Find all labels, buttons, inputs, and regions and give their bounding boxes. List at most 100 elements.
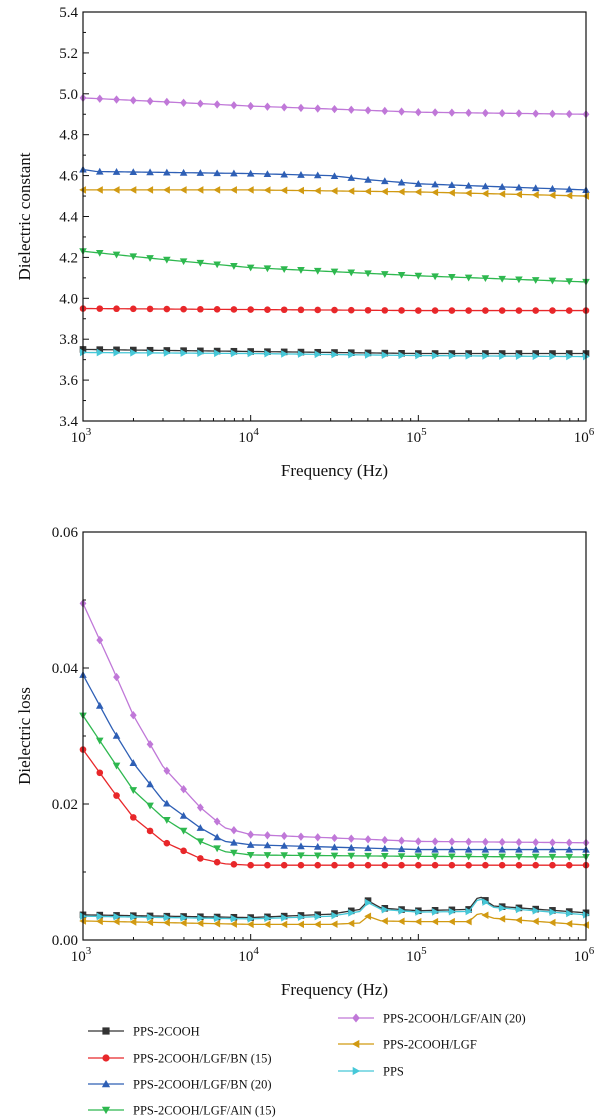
data-point (264, 914, 272, 923)
data-point (113, 95, 120, 104)
data-point (498, 275, 506, 283)
data-point (481, 837, 489, 847)
data-point (246, 186, 254, 194)
data-point (347, 919, 355, 928)
data-point (112, 251, 121, 259)
data-point (314, 306, 322, 314)
data-point (415, 908, 423, 916)
data-point (163, 168, 171, 176)
data-point (179, 168, 188, 176)
data-point (549, 352, 557, 361)
x-tick-exponent: 5 (421, 426, 427, 438)
data-point (112, 917, 120, 926)
data-point (331, 306, 338, 314)
data-point (532, 838, 540, 847)
data-point (498, 307, 506, 314)
data-point (280, 920, 288, 929)
data-point (246, 851, 255, 859)
data-point (432, 351, 439, 360)
data-point (347, 174, 356, 181)
data-point (246, 920, 254, 929)
data-point (448, 307, 456, 314)
data-point (163, 347, 171, 354)
data-point (414, 272, 423, 280)
data-point (364, 187, 372, 196)
data-point (448, 188, 455, 197)
data-point (129, 96, 137, 105)
data-point (247, 861, 254, 869)
data-point (364, 835, 372, 844)
data-point (146, 305, 154, 313)
data-point (531, 853, 540, 861)
data-point (196, 99, 204, 108)
data-point (246, 264, 255, 272)
data-point (112, 762, 121, 770)
data-point (129, 918, 137, 926)
legend-label: PPS-2COOH/LGF (383, 1038, 477, 1052)
data-point (280, 186, 288, 195)
legend-entry-1: PPS-2COOH (88, 1025, 200, 1039)
legend-entry-5: PPS-2COOH/LGF/AlN (20) (338, 1012, 526, 1026)
data-point (130, 913, 138, 921)
data-point (197, 855, 204, 862)
legend-marker (101, 1079, 111, 1088)
data-point (230, 186, 237, 194)
data-point (230, 347, 238, 355)
series-2 (79, 746, 590, 869)
plot-frame (82, 531, 587, 941)
data-point (147, 349, 154, 357)
data-point (96, 346, 104, 353)
data-point (364, 912, 372, 921)
data-point (549, 350, 556, 357)
data-point (548, 277, 557, 285)
series-7 (79, 898, 590, 923)
data-point (112, 167, 121, 175)
data-point (431, 917, 439, 926)
data-point (246, 841, 255, 848)
data-point (96, 348, 104, 357)
data-point (146, 827, 154, 835)
data-point (481, 108, 489, 118)
data-point (179, 811, 188, 819)
data-point (129, 787, 138, 794)
x-tick-label: 106 (574, 426, 595, 446)
data-point (515, 352, 523, 360)
data-point (347, 861, 355, 869)
data-point (464, 845, 473, 853)
data-point (163, 766, 171, 775)
data-point (130, 346, 137, 354)
data-point (397, 178, 406, 186)
x-tick-exponent: 3 (86, 945, 92, 957)
data-point (414, 108, 422, 117)
data-point (465, 108, 473, 117)
data-point (197, 305, 204, 313)
x-tick-label: 105 (406, 945, 427, 965)
legend-entry-2: PPS-2COOH/LGF/BN (15) (88, 1052, 272, 1066)
data-point (482, 307, 489, 314)
legend-marker (352, 1066, 361, 1076)
data-point (565, 861, 573, 869)
data-point (146, 346, 154, 354)
data-point (331, 911, 339, 920)
x-tick-label: 104 (238, 945, 259, 965)
data-point (281, 913, 288, 922)
data-point (163, 305, 171, 313)
data-point (180, 847, 187, 855)
data-point (431, 853, 439, 861)
x-tick-label: 105 (406, 426, 427, 446)
data-point (163, 97, 171, 107)
data-point (398, 836, 405, 845)
data-point (398, 307, 405, 314)
series-4 (79, 712, 590, 861)
data-point (213, 858, 221, 866)
data-point (448, 108, 456, 117)
data-point (548, 845, 557, 853)
data-point (146, 780, 154, 788)
series-6 (79, 186, 590, 200)
data-point (397, 917, 405, 926)
data-point (130, 814, 137, 821)
data-point (230, 101, 238, 110)
data-point (481, 911, 489, 920)
data-point (230, 306, 238, 313)
